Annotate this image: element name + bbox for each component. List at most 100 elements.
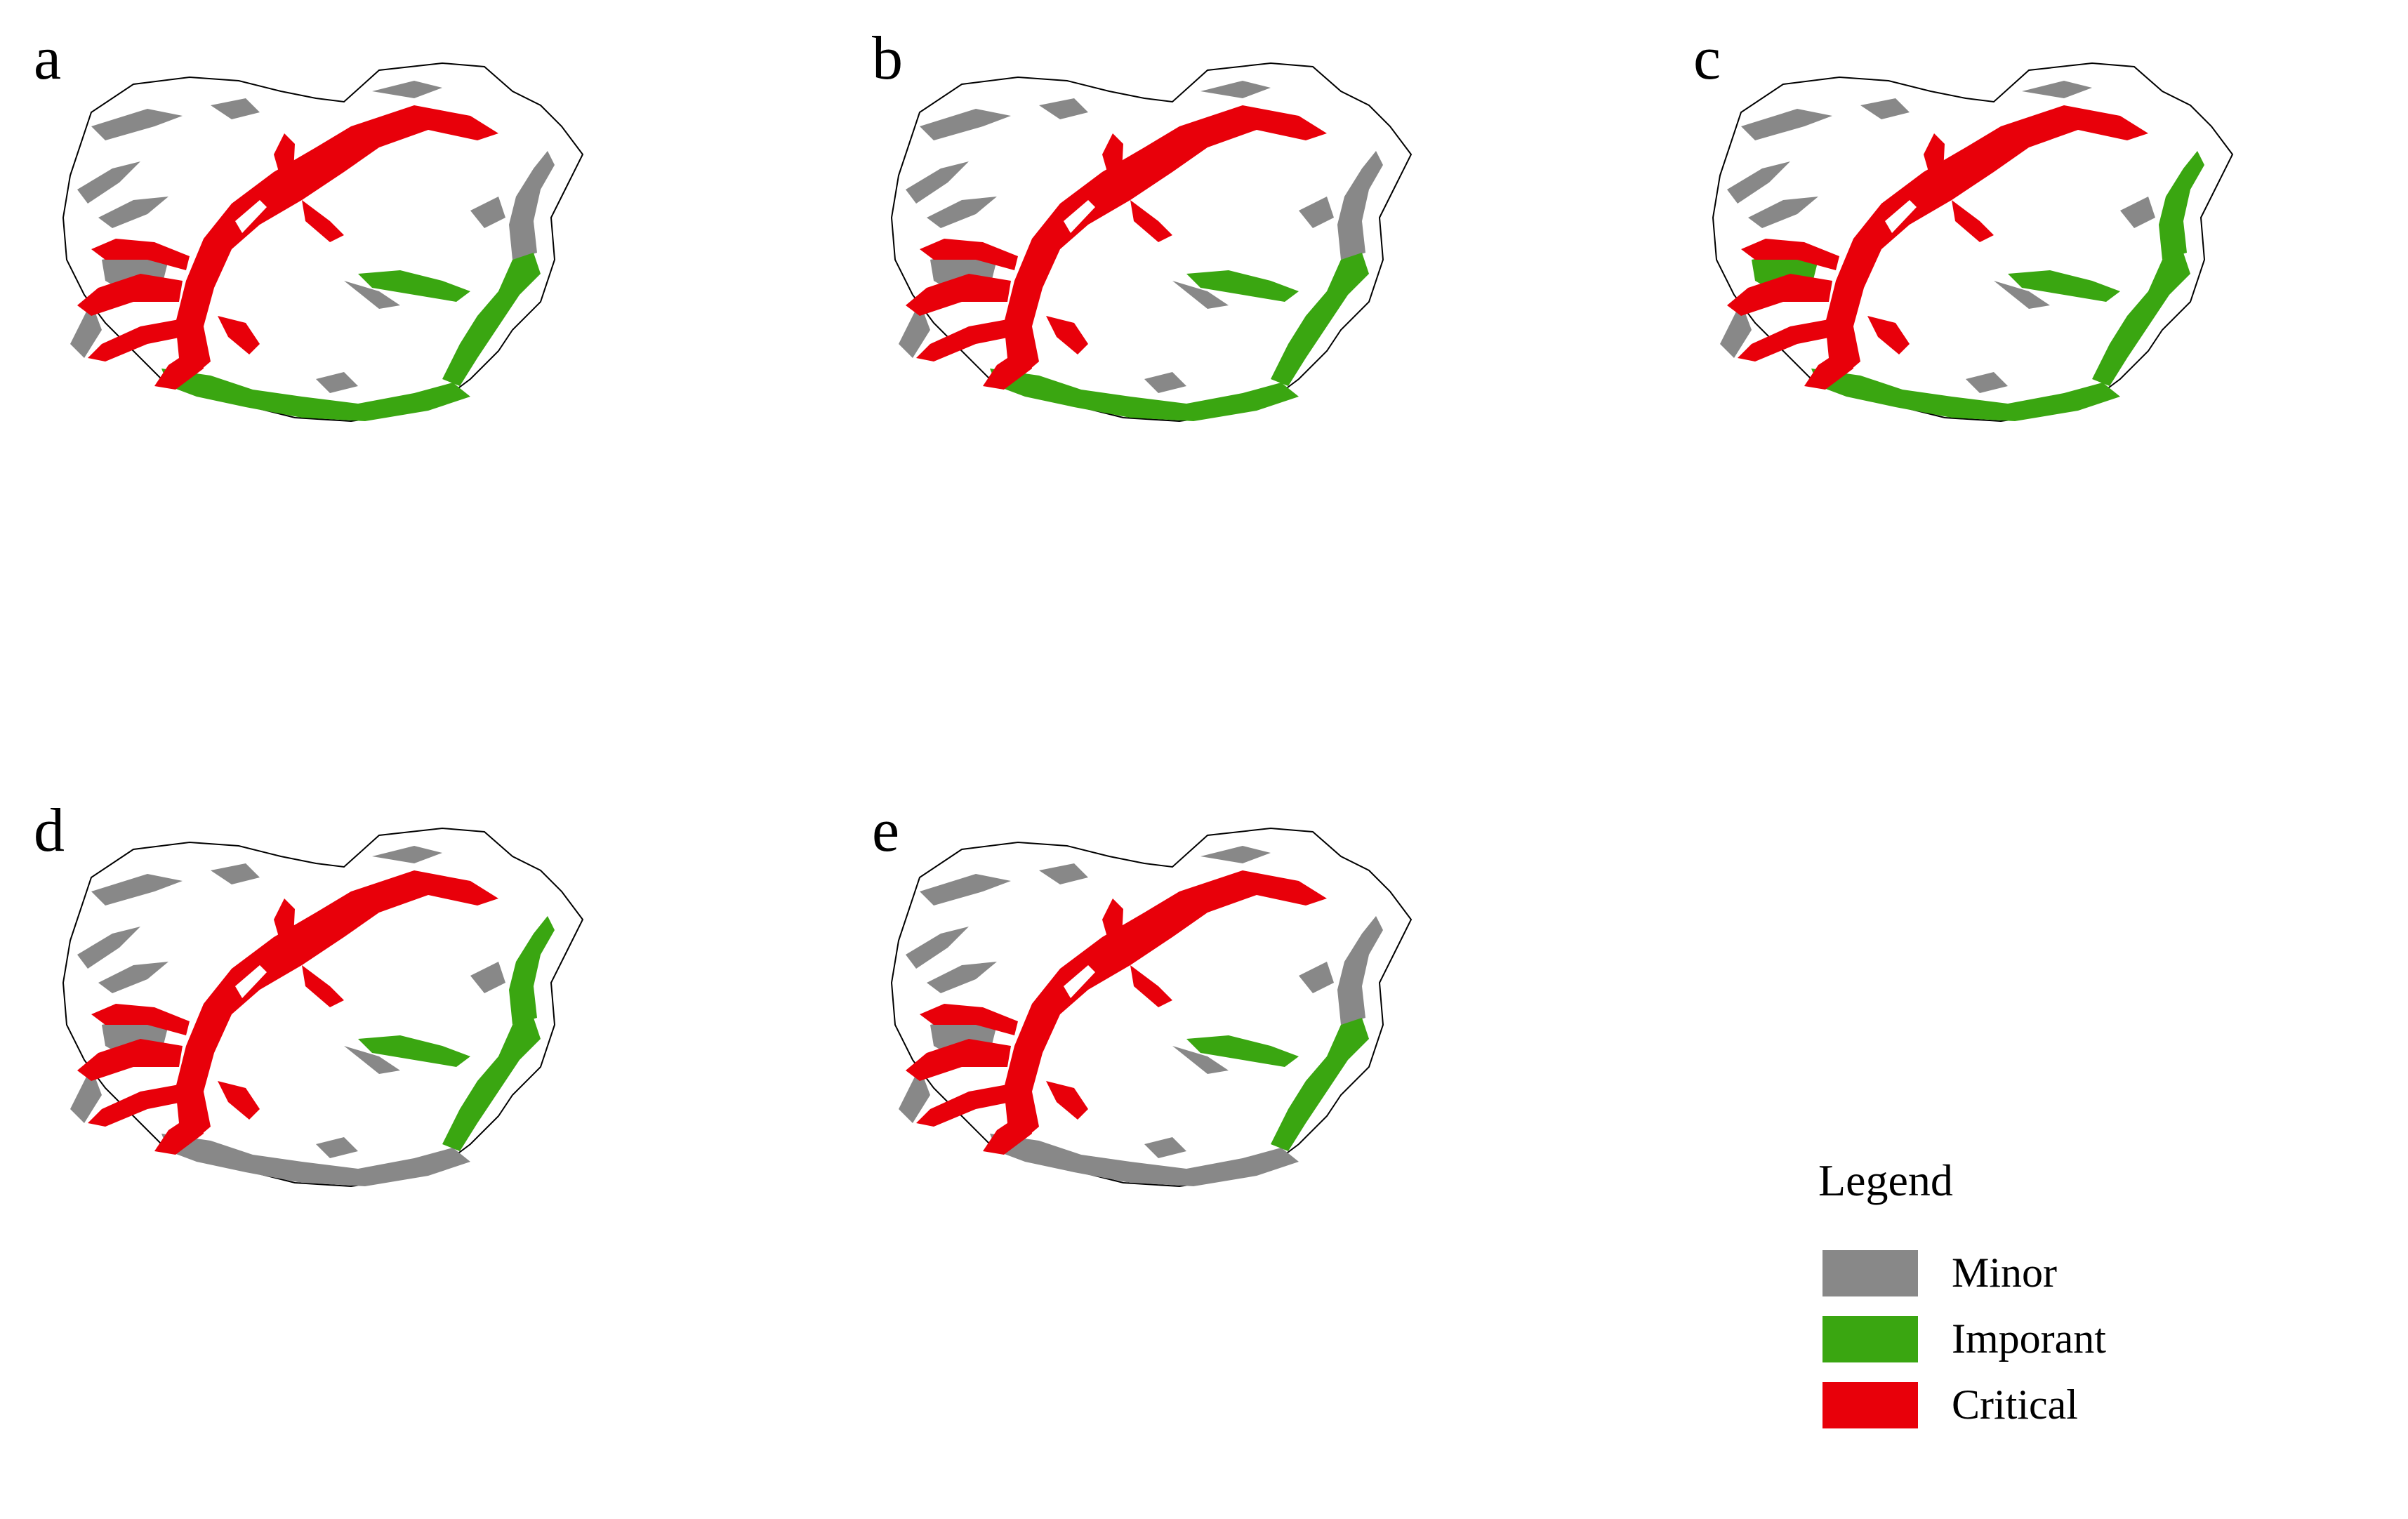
panel-label-a: a [34, 25, 62, 93]
critical-branch-0 [1727, 274, 1832, 316]
minor-streak-7 [899, 1067, 930, 1123]
minor-streak-0 [920, 109, 1011, 140]
map-layers-e [890, 827, 1413, 1188]
critical-band [1825, 105, 2148, 373]
panel-label-b: b [872, 25, 903, 93]
minor-streak-3 [1039, 863, 1088, 884]
inner-gap [1064, 965, 1095, 998]
minor-streak-1 [77, 161, 140, 204]
legend: Legend Minor Imporant Critical [1818, 1155, 2183, 1450]
minor-streak-0 [91, 874, 183, 906]
east-branch-west-spur [2008, 270, 2120, 302]
minor-streak-6 [344, 1046, 400, 1074]
critical-branch-1 [91, 1004, 190, 1035]
minor-streak-6 [344, 281, 400, 309]
minor-streak-8 [1144, 372, 1186, 393]
map-layers-c [1712, 62, 2234, 423]
east-branch [442, 1018, 541, 1151]
minor-streak-7 [899, 302, 930, 358]
critical-branch-5 [302, 200, 344, 242]
minor-streak-2 [98, 197, 168, 228]
east-upper-branch [1337, 916, 1383, 1025]
minor-streak-2 [927, 197, 997, 228]
east-upper-branch [1337, 151, 1383, 260]
minor-streak-1 [906, 161, 969, 204]
critical-branch-4 [1867, 316, 1910, 354]
minor-streak-4 [1200, 81, 1271, 98]
critical-branch-6 [274, 898, 295, 944]
critical-branch-0 [77, 1039, 183, 1081]
minor-streak-3 [1860, 98, 1910, 119]
east-branch-west-spur [358, 270, 470, 302]
minor-streak-5 [470, 197, 505, 228]
minor-streak-4 [372, 846, 442, 863]
panel-label-d: d [34, 797, 65, 865]
legend-swatch-critical [1822, 1382, 1918, 1428]
minor-streak-1 [77, 927, 140, 969]
minor-streak-5 [470, 962, 505, 993]
minor-streak-7 [70, 1067, 102, 1123]
critical-branch-7 [337, 906, 379, 927]
critical-branch-3 [154, 344, 204, 390]
minor-streak-4 [1200, 846, 1271, 863]
legend-title: Legend [1818, 1155, 1953, 1205]
critical-band [1004, 870, 1327, 1139]
east-branch [442, 253, 541, 386]
south-belt [161, 369, 470, 421]
map-panel-e [890, 827, 1413, 1188]
legend-label-critical: Critical [1952, 1381, 2078, 1428]
minor-streak-6 [1172, 1046, 1229, 1074]
critical-branch-2 [916, 319, 1011, 361]
minor-streak-8 [1966, 372, 2008, 393]
legend-label-minor: Minor [1952, 1249, 2057, 1296]
map-panel-a [62, 62, 584, 423]
east-branch-west-spur [1186, 270, 1299, 302]
critical-branch-6 [1102, 133, 1123, 179]
critical-branch-5 [302, 965, 344, 1007]
critical-branch-1 [1741, 239, 1839, 270]
legend-label-important: Imporant [1952, 1315, 2106, 1362]
critical-branch-4 [218, 316, 260, 354]
minor-streak-3 [211, 863, 260, 884]
minor-streak-8 [1144, 1137, 1186, 1158]
minor-streak-6 [1994, 281, 2050, 309]
critical-branch-0 [906, 1039, 1011, 1081]
critical-branch-1 [920, 239, 1018, 270]
south-belt [990, 1134, 1299, 1186]
panel-label-e: e [872, 797, 900, 865]
critical-branch-5 [1952, 200, 1994, 242]
minor-streak-1 [906, 927, 969, 969]
inner-gap [235, 965, 267, 998]
minor-streak-0 [91, 109, 183, 140]
minor-streak-1 [1727, 161, 1790, 204]
minor-streak-6 [1172, 281, 1229, 309]
critical-branch-5 [1130, 965, 1172, 1007]
east-upper-branch [2159, 151, 2204, 260]
critical-branch-3 [154, 1109, 204, 1155]
map-panel-d [62, 827, 584, 1188]
critical-branch-6 [274, 133, 295, 179]
minor-streak-2 [98, 962, 168, 993]
minor-streak-2 [1748, 197, 1818, 228]
east-branch-west-spur [1186, 1035, 1299, 1067]
map-layers-b [890, 62, 1413, 423]
east-branch-west-spur [358, 1035, 470, 1067]
minor-streak-5 [1299, 962, 1334, 993]
critical-branch-3 [983, 344, 1032, 390]
inner-gap [235, 200, 267, 233]
critical-branch-2 [88, 319, 183, 361]
critical-branch-4 [218, 1081, 260, 1120]
critical-band [176, 105, 498, 373]
minor-streak-8 [316, 1137, 358, 1158]
critical-branch-7 [337, 140, 379, 161]
legend-item-minor: Minor [1818, 1246, 2183, 1302]
critical-branch-3 [1804, 344, 1853, 390]
critical-band [1004, 105, 1327, 373]
inner-gap [1064, 200, 1095, 233]
east-branch [1271, 253, 1369, 386]
map-panel-c [1712, 62, 2234, 423]
critical-band [176, 870, 498, 1139]
legend-swatch-important [1822, 1316, 1918, 1362]
minor-streak-7 [1720, 302, 1752, 358]
minor-streak-0 [920, 874, 1011, 906]
